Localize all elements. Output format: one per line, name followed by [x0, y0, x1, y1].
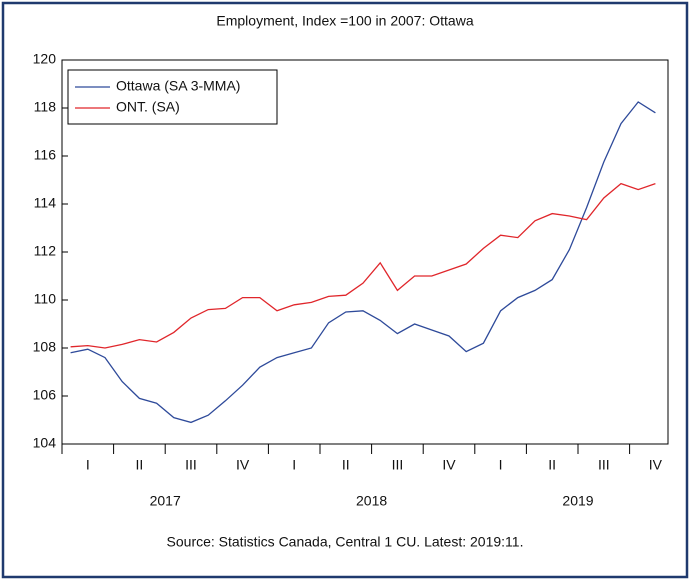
y-tick-label: 110 [34, 291, 57, 307]
series-line [70, 182, 656, 349]
legend-label: Ottawa (SA 3-MMA) [116, 78, 240, 94]
quarter-label: I [292, 457, 296, 473]
quarter-label: I [499, 457, 503, 473]
year-label: 2017 [150, 493, 181, 509]
y-tick-label: 108 [33, 339, 57, 355]
quarter-label: II [342, 457, 350, 473]
y-tick-label: 114 [34, 195, 57, 211]
y-tick-label: 120 [33, 51, 57, 67]
year-label: 2018 [356, 493, 387, 509]
quarter-label: IV [236, 457, 250, 473]
y-tick-label: 106 [33, 387, 57, 403]
year-label: 2019 [562, 493, 593, 509]
quarter-label: III [185, 457, 197, 473]
quarter-label: III [392, 457, 404, 473]
legend-label: ONT. (SA) [116, 99, 180, 115]
y-tick-label: 104 [33, 435, 57, 451]
quarter-label: I [86, 457, 90, 473]
quarter-label: II [136, 457, 144, 473]
y-tick-label: 112 [34, 243, 57, 259]
legend-box [67, 69, 278, 125]
chart-title: Employment, Index =100 in 2007: Ottawa [216, 13, 473, 29]
y-tick-label: 118 [34, 99, 57, 115]
quarter-label: III [598, 457, 610, 473]
series-line [70, 101, 656, 424]
quarter-label: IV [649, 457, 663, 473]
footer: Source: Statistics Canada, Central 1 CU.… [167, 534, 524, 550]
quarter-label: IV [442, 457, 456, 473]
y-tick-label: 116 [34, 147, 57, 163]
quarter-label: II [548, 457, 556, 473]
